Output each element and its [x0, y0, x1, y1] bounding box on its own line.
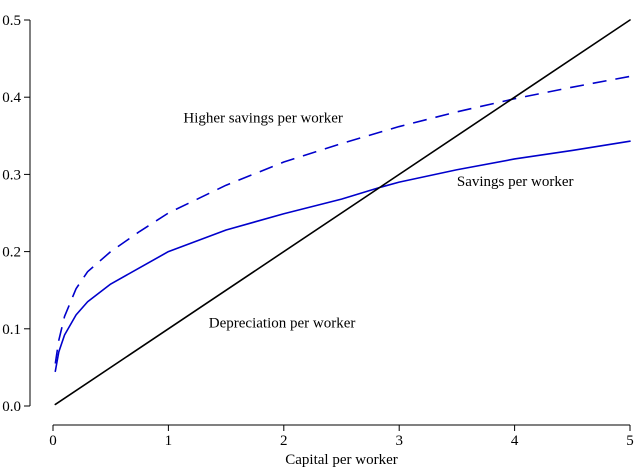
x-tick-label: 2 [280, 433, 288, 449]
y-tick-label: 0.3 [2, 167, 21, 183]
annotation-group: Higher savings per worker Savings per wor… [183, 111, 573, 332]
y-tick-label: 0.1 [2, 322, 21, 338]
y-tick-label: 0.5 [2, 13, 21, 29]
savings-per-worker-line [54, 140, 631, 373]
depreciation-per-worker-line [54, 19, 631, 406]
y-tick-label: 0.2 [2, 245, 21, 261]
higher-savings-per-worker-line [54, 75, 631, 364]
x-tick-label: 1 [165, 433, 173, 449]
x-axis-ticks: 0 1 2 3 4 5 [49, 425, 634, 449]
y-tick-label: 0.0 [2, 399, 21, 415]
x-tick-label: 0 [49, 433, 57, 449]
x-axis-label: Capital per worker [285, 452, 397, 468]
x-tick-label: 4 [511, 433, 519, 449]
savings-per-worker-label: Savings per worker [457, 174, 574, 190]
series-group [54, 19, 631, 406]
y-tick-label: 0.4 [2, 90, 21, 106]
x-tick-label: 3 [395, 433, 403, 449]
y-axis-ticks: 0.0 0.1 0.2 0.3 0.4 0.5 [2, 13, 30, 415]
x-tick-label: 5 [626, 433, 634, 449]
depreciation-per-worker-label: Depreciation per worker [209, 315, 356, 331]
higher-savings-per-worker-label: Higher savings per worker [183, 111, 343, 127]
